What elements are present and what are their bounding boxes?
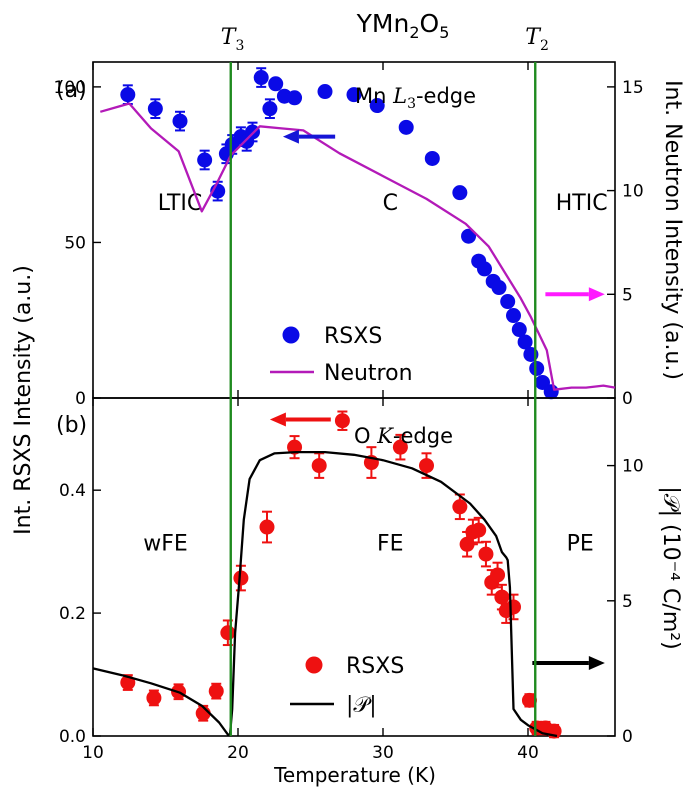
y2-tick-label: 5: [622, 592, 633, 612]
y2-tick-label: 15: [622, 78, 644, 98]
legend-rsxs-marker-b: [305, 656, 323, 674]
panel-b-label: (b): [56, 413, 87, 438]
plot-frame: [92, 397, 616, 737]
neutron-line: [99, 102, 616, 391]
phase-label: C: [383, 191, 398, 216]
data-point: [452, 499, 468, 515]
x-tick-label: 30: [372, 743, 394, 763]
legend-rsxs-marker: [282, 326, 300, 344]
figure-title: YMn2O5: [356, 9, 450, 42]
panel-b: 0.0 0.2 0.4 0 5 10 10 20 30 40 wFE FE PE (b) O K-edg…: [56, 397, 683, 787]
y2-tick-label: 0: [622, 389, 633, 409]
data-point: [491, 280, 507, 296]
data-point: [419, 458, 434, 474]
polarization-line: [92, 450, 558, 738]
data-point: [147, 101, 163, 117]
data-point: [262, 101, 278, 117]
data-point: [334, 413, 350, 429]
t2-label: T2: [525, 25, 549, 54]
y-tick-label: 0.0: [59, 727, 86, 747]
data-point: [172, 113, 188, 129]
panel-a-y2label: Int. Neutron Intensity (a.u.): [660, 80, 685, 380]
data-point: [521, 692, 537, 708]
data-point: [311, 458, 327, 474]
data-point: [478, 546, 494, 562]
t3-label: T3: [221, 25, 245, 54]
legend-rsxs-label: RSXS: [324, 324, 382, 349]
panel-b-series: [92, 410, 605, 739]
data-point: [471, 522, 487, 538]
data-point: [346, 87, 362, 103]
data-point: [424, 150, 440, 166]
data-point: [120, 87, 136, 103]
data-point: [511, 322, 527, 338]
x-tick-label: 10: [82, 743, 104, 763]
data-point: [477, 261, 492, 277]
legend-polarization-label: |𝒫|: [346, 693, 377, 718]
y2-tick-label: 5: [622, 285, 633, 305]
data-point: [208, 683, 224, 699]
x-axis-label: Temperature (K): [273, 763, 436, 787]
data-point: [287, 90, 303, 106]
axis-arrow-head: [269, 412, 286, 427]
phase-label: HTIC: [556, 191, 608, 216]
axis-arrow-head: [588, 287, 605, 302]
panel-b-legend: RSXS |𝒫|: [290, 654, 404, 718]
data-point: [461, 228, 477, 244]
y2-tick-label: 10: [622, 457, 644, 477]
data-point: [233, 570, 249, 586]
data-point: [459, 536, 475, 552]
data-point: [500, 294, 516, 310]
panel-b-y2label: |𝒫| (10⁻⁴ C/m²): [658, 486, 683, 649]
data-point: [287, 439, 303, 455]
data-point: [452, 185, 468, 201]
panel-a-edge-label: Mn L3-edge: [355, 84, 476, 112]
x-tick-label: 20: [227, 743, 249, 763]
y2-tick-label: 0: [622, 727, 633, 747]
overlay: [229, 62, 537, 736]
y2-tick-label: 10: [622, 182, 644, 202]
panel-b-edge-label: O K-edge: [354, 424, 453, 448]
y-tick-label: 0: [75, 389, 86, 409]
y-tick-label: 0.4: [59, 481, 86, 501]
data-point: [490, 567, 506, 583]
data-point: [253, 70, 269, 86]
axis-arrow-head: [588, 655, 605, 670]
panel-b-axes: 0.0 0.2 0.4 0 5 10 10 20 30 40 wFE FE PE: [59, 397, 644, 763]
data-point: [268, 76, 284, 92]
data-point: [398, 119, 414, 135]
data-point: [317, 84, 333, 100]
data-point: [506, 599, 521, 615]
data-point: [506, 308, 521, 324]
data-point: [146, 690, 162, 706]
axis-arrow-head: [282, 129, 299, 144]
panel-a-legend: RSXS Neutron: [270, 324, 413, 386]
data-point: [369, 98, 385, 114]
data-point: [529, 360, 545, 376]
y-tick-label: 0.2: [59, 604, 86, 624]
data-point: [517, 334, 533, 350]
data-point: [543, 384, 559, 400]
data-point: [197, 152, 213, 168]
legend-neutron-label: Neutron: [324, 361, 413, 386]
data-point: [220, 625, 236, 641]
y-tick-label: 100: [54, 78, 86, 98]
legend-rsxs-label-b: RSXS: [346, 654, 404, 679]
panel-a-series: [99, 67, 616, 400]
data-point: [392, 439, 408, 455]
phase-label: PE: [567, 531, 594, 556]
panel-a-label: (a): [56, 78, 87, 103]
x-tick-label: 40: [517, 743, 539, 763]
shared-ylabel: Int. RSXS Intensity (a.u.): [11, 265, 36, 535]
phase-label: wFE: [143, 531, 188, 556]
y-tick-label: 50: [64, 233, 86, 253]
data-point: [259, 519, 275, 535]
phase-label: FE: [377, 531, 404, 556]
